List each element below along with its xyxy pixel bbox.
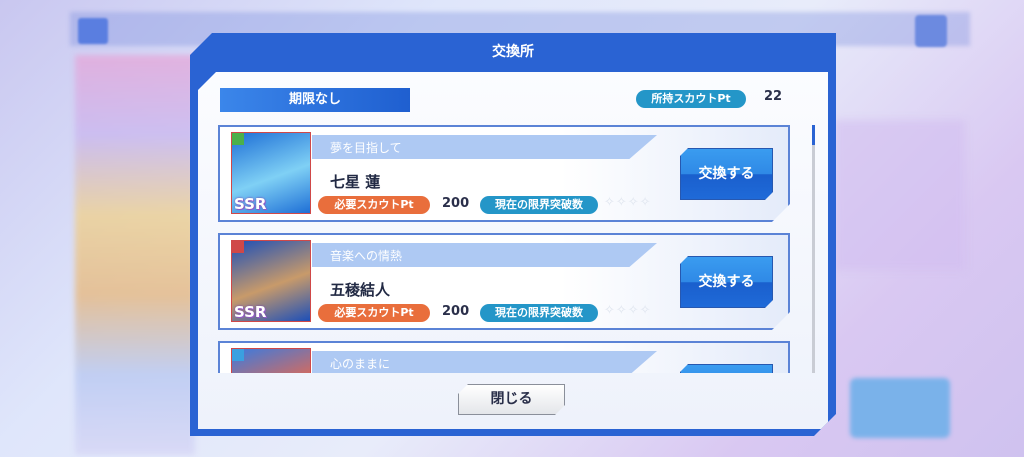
exchange-button[interactable]: 交換する: [680, 256, 773, 308]
card-name: 五稜結人: [330, 281, 391, 299]
required-points-value: 200: [442, 304, 470, 319]
exchange-item: SSR 夢を目指して 七星 蓮 必要スカウトPt 200 現在の限界突破数 ✧✧…: [218, 125, 790, 222]
background-back-button: [78, 18, 108, 44]
tab-no-limit[interactable]: 期限なし: [220, 88, 410, 112]
limit-break-label: 現在の限界突破数: [480, 196, 598, 214]
attribute-icon: [232, 241, 244, 253]
card-art: [232, 349, 310, 373]
exchange-button[interactable]: [680, 364, 773, 373]
required-points-label: 必要スカウトPt: [318, 196, 430, 214]
owned-points-label: 所持スカウトPt: [636, 90, 746, 108]
close-button[interactable]: 閉じる: [458, 384, 565, 415]
owned-points-value: 22: [764, 89, 783, 104]
card-name: 七星 蓮: [330, 173, 381, 191]
modal-panel: 期限なし 所持スカウトPt 22 SSR 夢を目指して 七星 蓮 必要スカウトP…: [198, 72, 828, 429]
scrollbar-thumb[interactable]: [812, 125, 815, 145]
required-points-value: 200: [442, 196, 470, 211]
exchange-item: SSR 音楽への情熱 五稜結人 必要スカウトPt 200 現在の限界突破数 ✧✧…: [218, 233, 790, 330]
scrollbar[interactable]: [812, 125, 815, 373]
subtitle-bar: [312, 135, 657, 159]
exchange-item: SSR 心のままに: [218, 341, 790, 373]
modal-title: 交換所: [492, 44, 534, 60]
background-scout-button: [850, 378, 950, 438]
card-art: [232, 241, 310, 321]
exchange-modal: 交換所 期限なし 所持スカウトPt 22 SSR 夢を目指して 七星 蓮 必要ス…: [190, 33, 836, 436]
rarity-label: SSR: [234, 303, 267, 321]
background-banner-list: [75, 55, 195, 455]
limit-break-stars-icon: ✧✧✧✧: [604, 195, 652, 210]
exchange-button[interactable]: 交換する: [680, 148, 773, 200]
card-thumbnail[interactable]: SSR: [231, 240, 311, 322]
card-subtitle: 心のままに: [330, 357, 391, 371]
rarity-label: SSR: [234, 195, 267, 213]
attribute-icon: [232, 133, 244, 145]
card-thumbnail[interactable]: SSR: [231, 132, 311, 214]
background-banner-art: [835, 120, 965, 270]
limit-break-stars-icon: ✧✧✧✧: [604, 303, 652, 318]
background-menu-button: [915, 15, 947, 47]
card-subtitle: 音楽への情熱: [330, 249, 403, 263]
card-thumbnail[interactable]: SSR: [231, 348, 311, 373]
attribute-icon: [232, 349, 244, 361]
card-art: [232, 133, 310, 213]
exchange-list: SSR 夢を目指して 七星 蓮 必要スカウトPt 200 現在の限界突破数 ✧✧…: [218, 125, 790, 373]
subtitle-bar: [312, 243, 657, 267]
required-points-label: 必要スカウトPt: [318, 304, 430, 322]
limit-break-label: 現在の限界突破数: [480, 304, 598, 322]
subtitle-bar: [312, 351, 657, 373]
card-subtitle: 夢を目指して: [330, 141, 402, 155]
